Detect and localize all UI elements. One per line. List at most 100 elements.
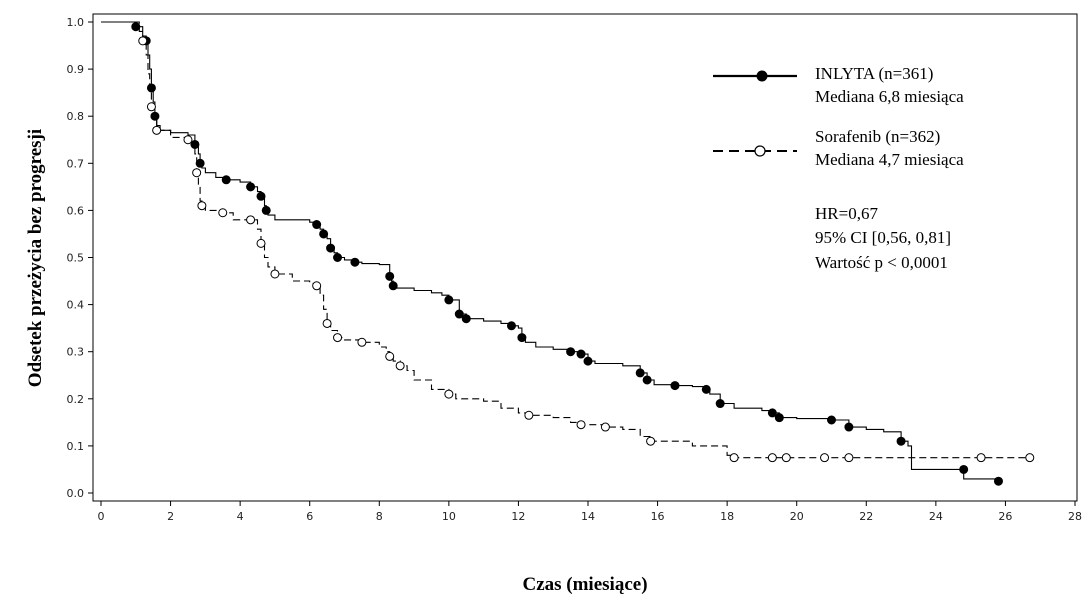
series-2-censor-marker xyxy=(600,422,610,432)
y-tick-label: 0.4 xyxy=(67,299,85,312)
series-2-censor-marker xyxy=(820,453,830,463)
x-tick-label: 20 xyxy=(790,510,804,523)
y-tick-label: 0.0 xyxy=(67,487,85,500)
series-1-censor-marker xyxy=(827,415,836,425)
series-1-censor-marker xyxy=(642,375,652,385)
series-2-censor-marker xyxy=(312,281,322,291)
series-2-censor-marker xyxy=(385,351,395,361)
annotation-ci: 95% CI [0,56, 0,81] xyxy=(815,228,951,247)
y-tick-label: 0.5 xyxy=(67,252,85,265)
series-1-censor-marker xyxy=(635,368,645,378)
x-tick-label: 4 xyxy=(237,510,244,523)
x-tick-label: 2 xyxy=(167,510,174,523)
series-2-censor-marker xyxy=(576,420,586,430)
series-1-censor-marker xyxy=(131,22,141,32)
series-1-censor-marker xyxy=(767,408,777,418)
x-axis-title: Czas (miesiące) xyxy=(522,574,647,595)
y-tick-label: 1.0 xyxy=(67,16,85,29)
x-tick-label: 26 xyxy=(998,510,1012,523)
x-tick-label: 10 xyxy=(442,510,456,523)
series-1-censor-marker xyxy=(454,309,464,319)
y-tick-label: 0.2 xyxy=(67,393,85,406)
series-2-censor-marker xyxy=(192,168,202,178)
series-1-censor-marker xyxy=(246,182,256,192)
y-tick-label: 0.7 xyxy=(67,157,85,170)
y-tick-label: 0.3 xyxy=(67,346,85,359)
series-2-censor-marker xyxy=(444,389,454,399)
series-1-censor-marker xyxy=(566,347,576,357)
series-2-censor-marker xyxy=(246,215,256,225)
series-1-censor-marker xyxy=(670,381,680,391)
series-2-censor-marker xyxy=(218,208,228,218)
annotation-hr: HR=0,67 xyxy=(815,204,878,223)
legend-series-2-name: Sorafenib (n=362) xyxy=(815,127,940,146)
series-1-censor-marker xyxy=(385,271,395,281)
series-2-line xyxy=(101,21,1030,459)
series-2-censor-marker xyxy=(152,125,162,135)
x-tick-label: 16 xyxy=(651,510,665,523)
x-tick-label: 12 xyxy=(511,510,525,523)
series-1-censor-marker xyxy=(993,476,1003,486)
series-1-censor-marker xyxy=(701,384,711,394)
series-1-censor-marker xyxy=(333,253,343,262)
series-2-censor-marker xyxy=(395,361,405,371)
series-2-censor-marker xyxy=(183,135,193,145)
series-2-censor-marker xyxy=(976,453,986,463)
x-tick-label: 0 xyxy=(98,510,105,523)
series-1-censor-marker xyxy=(312,220,322,230)
series-1-censor-marker xyxy=(444,295,454,305)
legend-series-2-median: Mediana 4,7 miesiąca xyxy=(815,150,964,169)
x-tick-label: 22 xyxy=(859,510,873,523)
x-tick-label: 28 xyxy=(1068,510,1082,523)
series-1-censor-marker xyxy=(715,399,725,409)
series-2-censor-marker xyxy=(767,453,777,463)
series-2-censor-marker xyxy=(197,201,207,211)
y-axis-title: Odsetek przeżycia bez progresji xyxy=(25,129,46,387)
series-1-censor-marker xyxy=(506,321,516,331)
series-2-censor-marker xyxy=(138,36,148,46)
series-1-censor-marker xyxy=(896,436,906,446)
series-2-censor-marker xyxy=(357,337,367,347)
y-tick-label: 0.9 xyxy=(67,63,85,76)
series-1-censor-marker xyxy=(517,333,527,343)
series-2-censor-marker xyxy=(844,453,854,463)
series-2-censor-marker xyxy=(256,238,266,248)
x-tick-label: 24 xyxy=(929,510,943,523)
legend: INLYTA (n=361) Mediana 6,8 miesiąca Sora… xyxy=(815,64,964,272)
series-1-censor-marker xyxy=(350,257,360,267)
series-2-censor-marker xyxy=(322,318,332,328)
series-1-censor-marker xyxy=(461,314,471,324)
y-tick-label: 0.6 xyxy=(67,204,85,217)
series-1-censor-marker xyxy=(576,349,586,359)
x-tick-label: 8 xyxy=(376,510,383,523)
series-2-censor-marker xyxy=(646,436,656,446)
series-1-censor-marker xyxy=(261,205,271,215)
legend-series-1-name: INLYTA (n=361) xyxy=(815,64,933,83)
series-1-censor-marker xyxy=(319,229,329,239)
y-tick-label: 0.1 xyxy=(67,440,85,453)
series-1-censor-marker xyxy=(583,356,593,366)
series-1-censor-marker xyxy=(959,464,969,474)
x-tick-label: 14 xyxy=(581,510,595,523)
legend-series-2-marker xyxy=(754,145,766,157)
series-2-censor-marker xyxy=(1025,453,1035,463)
series-1-censor-marker xyxy=(844,422,854,432)
legend-series-1-median: Mediana 6,8 miesiąca xyxy=(815,87,964,106)
x-tick-label: 18 xyxy=(720,510,734,523)
series-2-censor-marker xyxy=(333,333,343,343)
series-2-censor-marker xyxy=(524,410,534,420)
series-1-censor-marker xyxy=(388,281,398,291)
series-1-censor-marker xyxy=(326,243,336,253)
series-1-censor-marker xyxy=(221,175,231,185)
series-2-censor-marker xyxy=(729,453,739,463)
legend-series-1-marker xyxy=(756,70,768,82)
series-1-censor-marker xyxy=(256,191,266,201)
series-1-censor-marker xyxy=(774,413,784,423)
series-2-censor-marker xyxy=(146,102,156,112)
annotation-p-value: Wartość p < 0,0001 xyxy=(815,253,948,272)
series-2-censor-marker xyxy=(781,453,791,463)
series-2-censor-marker xyxy=(270,269,280,279)
y-tick-label: 0.8 xyxy=(67,110,85,123)
series-1-censor-marker xyxy=(195,158,205,168)
